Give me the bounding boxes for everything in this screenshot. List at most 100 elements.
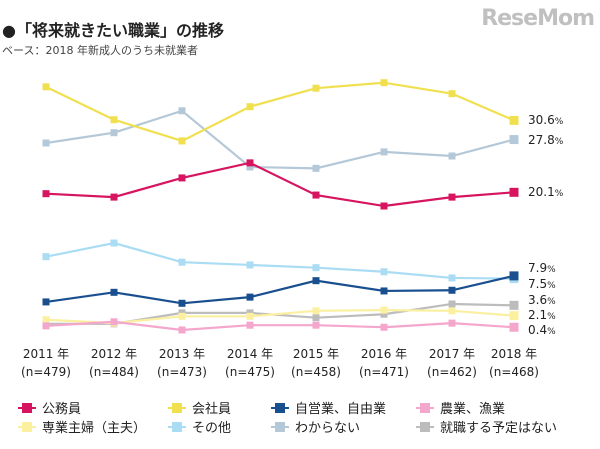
data-point — [448, 286, 456, 294]
data-point — [448, 274, 456, 282]
end-value-label: 7.9% — [528, 261, 556, 275]
data-point — [42, 190, 50, 198]
series-5: 7.9% — [42, 261, 556, 307]
data-point — [312, 264, 320, 272]
data-point — [509, 311, 519, 321]
x-tick-label: (n=462) — [427, 365, 477, 379]
x-tick-label: 2011 年 — [23, 347, 69, 361]
end-value-label: 2.1% — [528, 308, 556, 322]
data-point — [178, 137, 186, 145]
data-point — [509, 300, 519, 310]
data-point — [110, 288, 118, 296]
data-point — [448, 319, 456, 327]
data-point — [380, 202, 388, 210]
series-line — [45, 241, 515, 280]
data-point — [509, 187, 519, 197]
legend-item: 専業主婦（主夫） — [18, 418, 168, 436]
series-line — [45, 81, 515, 143]
legend-item: 会社員 — [168, 399, 271, 417]
x-tick-label: (n=479) — [21, 365, 71, 379]
data-point — [509, 115, 519, 125]
data-point — [312, 314, 320, 322]
data-point — [110, 116, 118, 124]
x-tick-label: (n=471) — [359, 365, 409, 379]
x-tick-label: 2018 年 — [491, 347, 537, 361]
data-point — [380, 287, 388, 295]
end-value-label: 0.4% — [528, 323, 556, 337]
legend-label: 公務員 — [42, 402, 82, 417]
legend-item: その他 — [168, 418, 271, 436]
legend-label: わからない — [295, 421, 361, 436]
data-point — [380, 310, 388, 318]
series-6: 20.1% — [42, 159, 564, 210]
data-point — [448, 152, 456, 160]
legend-item: 農業、漁業 — [416, 399, 576, 417]
data-point — [312, 277, 320, 285]
legend-label: 就職する予定はない — [440, 421, 558, 436]
legend-swatch-icon — [416, 421, 434, 433]
data-point — [42, 253, 50, 261]
legend-item: 就職する予定はない — [416, 418, 576, 436]
series-0: 27.8% — [42, 107, 564, 172]
legend-label: 自営業、自由業 — [295, 402, 387, 417]
end-value-label: 7.5% — [528, 277, 556, 291]
data-point — [178, 312, 186, 320]
x-tick-label: (n=475) — [225, 365, 275, 379]
x-tick-label: 2016 年 — [361, 347, 407, 361]
data-point — [178, 107, 186, 115]
legend-item: 自営業、自由業 — [271, 399, 416, 417]
chart-subtitle: ベース：2018 年新成人のうち未就業者 — [2, 44, 198, 57]
legend-label: 農業、漁業 — [440, 402, 506, 417]
end-value-label: 30.6% — [528, 113, 564, 127]
data-point — [42, 139, 50, 147]
data-point — [246, 261, 254, 269]
data-point — [42, 298, 50, 306]
data-point — [178, 299, 186, 307]
legend-label: 会社員 — [192, 402, 232, 417]
series-4: 0.4% — [42, 318, 556, 337]
series-7: 30.6% — [42, 79, 564, 145]
legend-label: 専業主婦（主夫） — [42, 421, 147, 436]
legend-swatch-icon — [271, 402, 289, 414]
data-point — [42, 83, 50, 91]
data-point — [312, 164, 320, 172]
legend-label: その他 — [192, 421, 232, 436]
x-tick-label: 2015 年 — [293, 347, 339, 361]
data-point — [110, 318, 118, 326]
data-point — [312, 191, 320, 199]
x-tick-label: 2017 年 — [429, 347, 475, 361]
legend: 公務員 会社員 自営業、自由業 農業、漁業専業主婦（主夫） その他 わからない 就職する予定… — [18, 399, 598, 436]
x-tick-label: (n=458) — [291, 365, 341, 379]
data-point — [380, 323, 388, 331]
x-tick-label: 2013 年 — [159, 347, 205, 361]
data-point — [178, 326, 186, 334]
end-value-label: 27.8% — [528, 133, 564, 147]
chart-title: ●「将来就きたい職業」の推移 — [2, 21, 224, 40]
end-value-label: 20.1% — [528, 185, 564, 199]
x-tick-label: (n=468) — [489, 365, 539, 379]
series-line — [45, 161, 515, 208]
data-point — [178, 174, 186, 182]
legend-swatch-icon — [18, 421, 36, 433]
data-point — [110, 239, 118, 247]
data-point — [312, 84, 320, 92]
data-point — [246, 293, 254, 301]
series-line — [45, 109, 515, 170]
data-point — [448, 193, 456, 201]
data-point — [312, 307, 320, 315]
data-point — [42, 316, 50, 324]
data-point — [312, 321, 320, 329]
data-point — [246, 321, 254, 329]
data-point — [448, 90, 456, 98]
data-point — [246, 163, 254, 171]
series-line — [45, 309, 515, 325]
x-tick-label: (n=484) — [89, 365, 139, 379]
legend-swatch-icon — [416, 402, 434, 414]
data-point — [178, 258, 186, 266]
data-point — [246, 103, 254, 111]
legend-swatch-icon — [271, 421, 289, 433]
legend-item: 公務員 — [18, 399, 168, 417]
legend-swatch-icon — [18, 402, 36, 414]
legend-swatch-icon — [168, 402, 186, 414]
